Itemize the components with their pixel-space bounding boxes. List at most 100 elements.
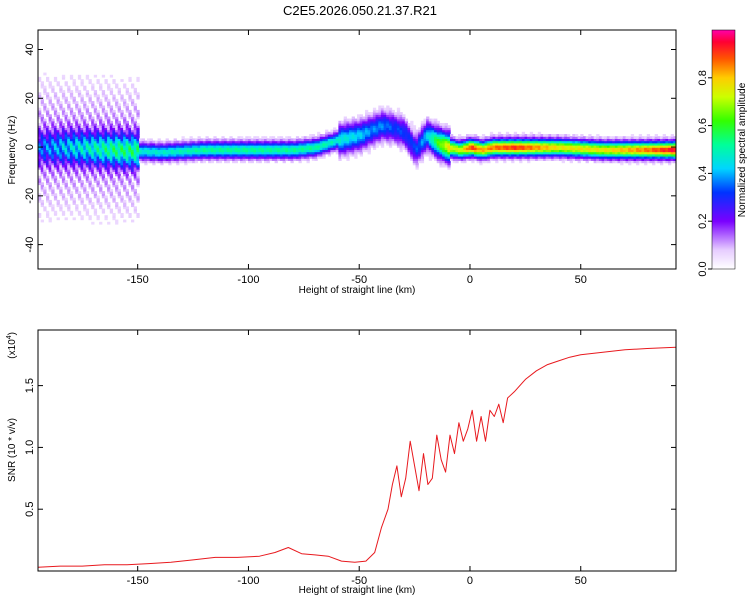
heat-cell bbox=[93, 166, 98, 170]
heat-cell bbox=[40, 147, 44, 150]
heat-cell bbox=[375, 138, 379, 142]
heat-cell bbox=[136, 199, 140, 203]
heat-cell bbox=[46, 182, 50, 186]
heat-cell bbox=[173, 138, 177, 142]
heat-cell bbox=[343, 134, 347, 137]
heat-cell bbox=[237, 153, 241, 157]
heat-cell bbox=[253, 156, 257, 159]
heat-cell bbox=[67, 103, 71, 107]
heat-cell bbox=[109, 145, 114, 148]
heat-cell bbox=[80, 169, 84, 172]
heat-cell bbox=[115, 184, 119, 188]
heat-cell bbox=[614, 142, 619, 146]
heat-cell bbox=[378, 112, 382, 115]
heat-cell bbox=[378, 118, 382, 122]
heat-cell bbox=[176, 142, 180, 146]
heat-cell bbox=[64, 140, 68, 144]
heat-cell bbox=[444, 127, 448, 131]
heat-cell bbox=[386, 134, 390, 137]
heat-cell bbox=[107, 221, 111, 225]
heat-cell bbox=[218, 156, 223, 159]
heat-cell bbox=[386, 125, 390, 128]
heat-cell bbox=[43, 131, 47, 135]
heat-cell bbox=[404, 123, 409, 126]
heat-cell bbox=[53, 142, 58, 146]
heat-cell bbox=[415, 151, 419, 155]
heat-cell bbox=[444, 160, 448, 164]
heat-cell bbox=[202, 142, 207, 146]
heat-cell bbox=[131, 85, 135, 89]
x-tick-label: 0 bbox=[467, 575, 473, 587]
heat-cell bbox=[59, 123, 63, 126]
heat-cell bbox=[564, 136, 568, 139]
heat-cell bbox=[133, 125, 137, 128]
heat-cell bbox=[375, 125, 379, 128]
heat-cell bbox=[155, 160, 159, 164]
heat-cell bbox=[423, 129, 427, 133]
heat-cell bbox=[48, 123, 52, 126]
heat-cell bbox=[527, 153, 531, 157]
heat-cell bbox=[583, 147, 587, 150]
heat-cell bbox=[75, 136, 79, 139]
heat-cell bbox=[463, 158, 467, 161]
heat-cell bbox=[232, 160, 236, 164]
heat-cell bbox=[115, 173, 119, 177]
heat-cell bbox=[96, 202, 100, 205]
heat-cell bbox=[474, 151, 478, 155]
heat-cell bbox=[357, 125, 361, 128]
heat-cell bbox=[136, 112, 140, 115]
heat-cell bbox=[657, 149, 661, 153]
heat-cell bbox=[561, 149, 565, 153]
heat-cell bbox=[115, 134, 119, 137]
heat-cell bbox=[372, 145, 377, 148]
heat-cell bbox=[80, 81, 84, 85]
heat-cell bbox=[311, 136, 316, 139]
heat-cell bbox=[365, 112, 369, 115]
heat-cell bbox=[104, 79, 108, 82]
heat-cell bbox=[43, 169, 47, 172]
heat-cell bbox=[160, 140, 164, 144]
heat-cell bbox=[439, 142, 443, 146]
heat-cell bbox=[309, 149, 313, 153]
heat-cell bbox=[567, 156, 571, 159]
heat-cell bbox=[83, 142, 87, 146]
heat-cell bbox=[431, 129, 435, 133]
heat-cell bbox=[77, 193, 82, 197]
heat-cell bbox=[83, 138, 87, 142]
heat-cell bbox=[439, 134, 443, 137]
heat-cell bbox=[630, 153, 635, 157]
heat-cell bbox=[101, 94, 106, 98]
heat-cell bbox=[367, 129, 371, 133]
heat-cell bbox=[375, 136, 379, 139]
heat-cell bbox=[194, 140, 199, 144]
heat-cell bbox=[38, 180, 42, 183]
heat-cell bbox=[548, 138, 552, 142]
heat-cell bbox=[234, 160, 238, 164]
heat-cell bbox=[628, 158, 632, 161]
heat-cell bbox=[147, 147, 151, 150]
heat-cell bbox=[96, 118, 100, 122]
heat-cell bbox=[200, 160, 204, 164]
heat-cell bbox=[141, 156, 145, 159]
heat-cell bbox=[492, 158, 496, 161]
heat-cell bbox=[641, 156, 645, 159]
heat-cell bbox=[133, 107, 137, 111]
heat-cell bbox=[556, 145, 560, 148]
heat-cell bbox=[412, 142, 417, 146]
heat-cell bbox=[93, 162, 98, 166]
heat-cell bbox=[585, 136, 589, 139]
heat-cell bbox=[101, 129, 106, 133]
heat-cell bbox=[80, 182, 84, 186]
heat-cell bbox=[131, 158, 135, 161]
heat-cell bbox=[428, 138, 433, 142]
heat-cell bbox=[380, 138, 385, 142]
heat-cell bbox=[503, 151, 507, 155]
heat-cell bbox=[99, 147, 103, 150]
heat-cell bbox=[588, 145, 592, 148]
heat-cell bbox=[343, 123, 347, 126]
heat-cell bbox=[585, 158, 589, 161]
heat-cell bbox=[242, 151, 246, 155]
heat-cell bbox=[107, 123, 111, 126]
heat-cell bbox=[295, 136, 300, 139]
